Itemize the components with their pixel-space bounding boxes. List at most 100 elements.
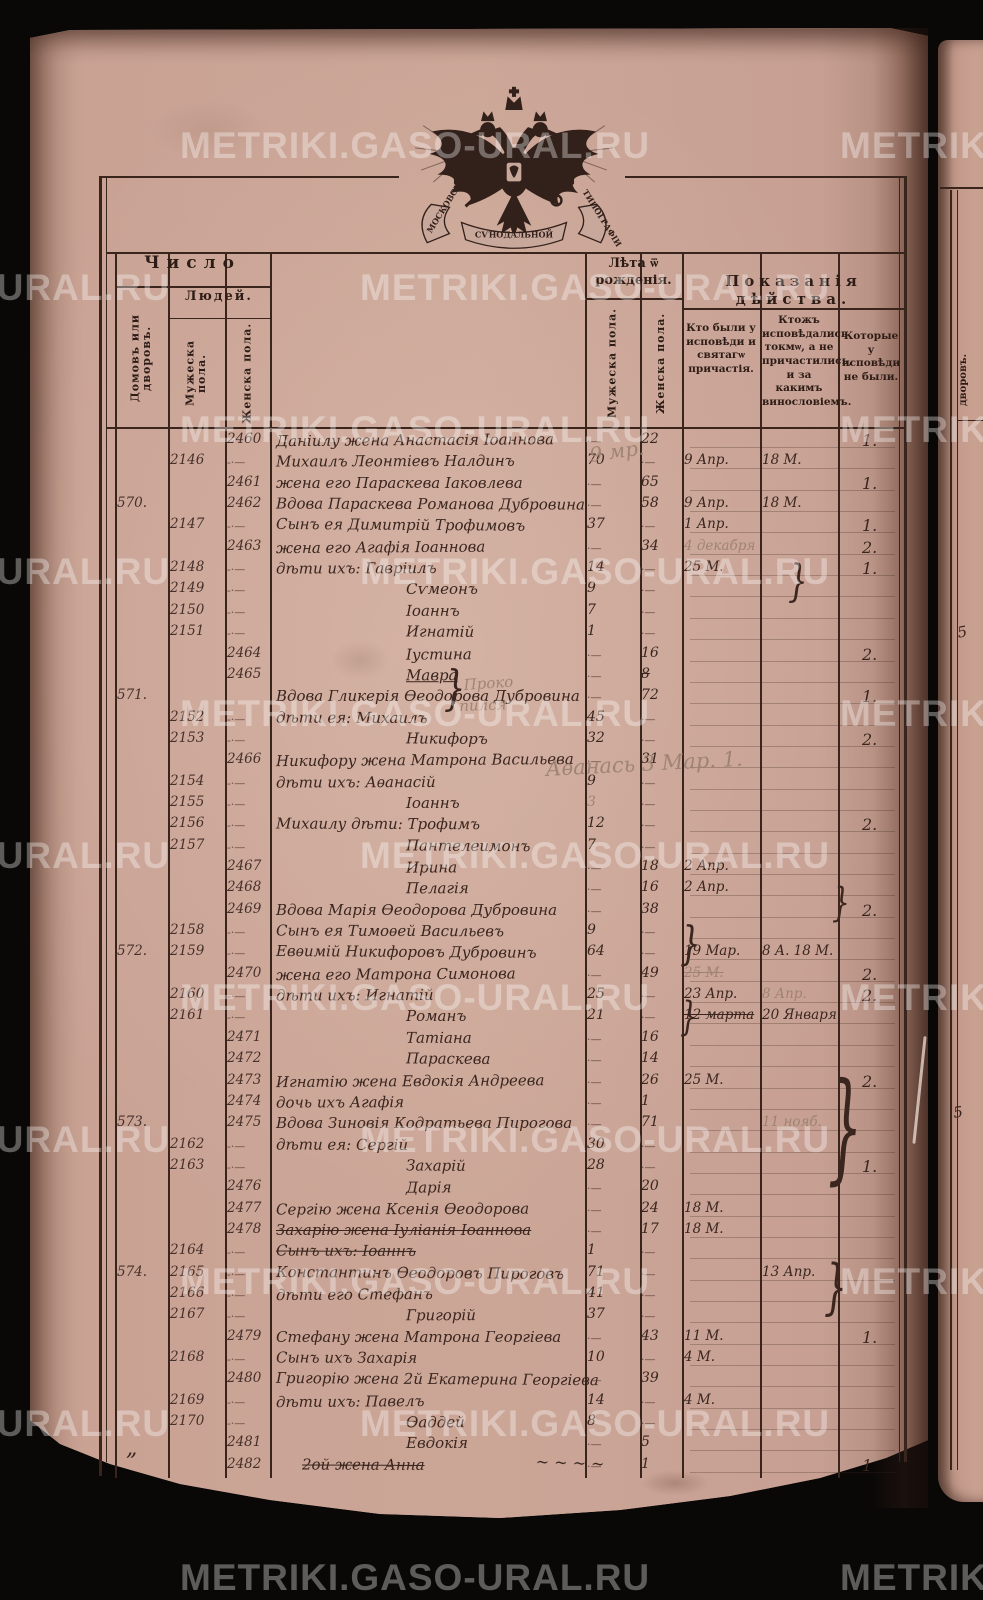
cell-name: Евдокія <box>406 1434 468 1453</box>
cell-fa: 5 <box>641 1434 650 1451</box>
cell-f: 2464 <box>227 644 262 661</box>
archive-watermark: METRIKI.GASO-URAL.RU <box>0 1403 171 1444</box>
cell-ma: 7 <box>587 601 596 618</box>
cell-f: 2468 <box>227 879 262 896</box>
cell-n3: 1 <box>862 1455 873 1475</box>
note-rule <box>690 1172 895 1174</box>
cell-n3: 2. <box>862 815 878 835</box>
cell-n3: 2. <box>862 644 878 664</box>
table-line <box>904 176 907 1462</box>
cell-f: -·— <box>227 605 246 619</box>
cell-f: -·— <box>227 1246 246 1260</box>
cell-name: Сѵмеонъ <box>406 580 478 599</box>
cell-name: Іоаннъ <box>406 793 460 812</box>
cell-f: 2465 <box>227 665 262 682</box>
cell-ma: ·— <box>587 499 602 513</box>
cell-ma: ·— <box>587 968 602 982</box>
cell-m: 2163 <box>170 1156 205 1173</box>
cell-m: 2149 <box>170 580 205 597</box>
cell-m: 2156 <box>170 815 205 832</box>
cell-ma: ·— <box>587 755 602 769</box>
header-chislo: Число <box>144 253 241 273</box>
note-rule <box>690 1343 895 1345</box>
cell-name: Вдова Марія Ѳеодорова Дубровина <box>276 900 558 919</box>
cell-m: 2168 <box>170 1349 205 1366</box>
header-leta: Лѣта ѿ рожденія. <box>595 256 672 288</box>
cell-fa: 1 <box>641 1092 650 1109</box>
cell-n1: 2 Апр. <box>684 879 729 896</box>
ink-annotation: } <box>832 880 850 926</box>
cell-fa: 39 <box>641 1370 659 1387</box>
cell-m: 2159 <box>170 943 205 960</box>
archive-watermark: METRIKI.GASO-URAL.RU <box>180 693 651 734</box>
archive-watermark: METRIKI.GASO-URAL.RU <box>180 977 651 1018</box>
cell-fa: ·— <box>641 819 656 833</box>
archive-watermark: METRIKI.GASO-URAL.RU <box>0 551 171 592</box>
note-rule <box>690 1023 895 1025</box>
cell-ma: ·— <box>587 1203 602 1217</box>
archive-watermark: METRIKI.GASO-URAL.RU <box>0 835 171 876</box>
note-rule <box>690 532 895 534</box>
cell-name: Вдова Зиновія Кодратьева Пирогова <box>276 1114 573 1133</box>
cell-m: 2150 <box>170 601 205 618</box>
cell-ma: 28 <box>587 1156 605 1173</box>
cell-ma: ·— <box>587 669 602 683</box>
cell-fa: ·— <box>641 1139 656 1153</box>
cell-f: 2482 <box>227 1455 262 1472</box>
cell-n1: 25 М. <box>684 964 724 981</box>
cell-fa: ·— <box>641 456 656 470</box>
cell-f: 2470 <box>227 964 262 981</box>
cell-ma: 1 <box>587 623 596 640</box>
cell-fa: ·— <box>641 627 656 641</box>
note-rule <box>690 596 895 598</box>
page-crease <box>872 28 928 1508</box>
cell-fa: 22 <box>641 431 659 447</box>
cell-n3: 2. <box>862 1071 878 1091</box>
note-rule <box>690 703 895 705</box>
cell-name: Захарію жена Іуліанія Іоаннова <box>276 1220 532 1239</box>
cell-fa: 8 <box>641 665 650 682</box>
table-line <box>115 286 270 288</box>
cell-f: -·— <box>227 520 246 534</box>
table-line <box>99 176 102 1476</box>
cell-ma: ·— <box>587 648 602 662</box>
note-rule <box>690 1301 895 1302</box>
cell-fa: ·— <box>641 712 656 726</box>
cell-f: 2467 <box>227 858 262 874</box>
cell-fa: 34 <box>641 537 659 554</box>
cell-fa: ·— <box>641 1353 656 1367</box>
header-confessed-only: Ктожъ исповѣдались токмѡ, а не причастил… <box>762 314 853 408</box>
cell-name: жена его Параскева Іаковлева <box>276 473 523 492</box>
cell-n1: 11 М. <box>684 1327 724 1344</box>
table-line <box>838 252 840 1478</box>
note-rule <box>690 916 895 918</box>
cell-name: Стефану жена Матрона Георгіева <box>276 1327 562 1346</box>
cell-ma: 12 <box>587 815 605 832</box>
ink-annotation: „ <box>126 1436 138 1461</box>
note-rule <box>690 681 895 683</box>
note-rule <box>690 980 895 982</box>
cell-ma: 9 <box>587 772 596 789</box>
archive-watermark: METRIKI.GASO-URAL.RU <box>180 1261 651 1302</box>
cell-n1: 23 Апр. <box>684 986 738 1003</box>
cell-f: -·— <box>227 990 246 1004</box>
cell-f: 2476 <box>227 1178 262 1195</box>
cell-f: 2460 <box>227 431 262 447</box>
table-line <box>585 298 682 300</box>
cell-ma: 30 <box>587 1135 605 1152</box>
cell-n3: 2. <box>862 986 878 1006</box>
cell-ma: 70 <box>587 452 605 469</box>
cell-n1: 25 М. <box>684 1071 724 1088</box>
cell-f: 2471 <box>227 1028 262 1045</box>
cell-fa: 43 <box>641 1327 659 1344</box>
cell-fa: ·— <box>641 776 656 790</box>
cell-ma: 14 <box>587 559 605 576</box>
note-rule <box>690 788 895 790</box>
ink-annotation: } <box>444 660 466 716</box>
cell-f: -·— <box>227 1310 246 1324</box>
cell-f: -·— <box>227 584 246 598</box>
note-rule <box>690 1044 895 1046</box>
imperial-eagle-emblem: МОСКОВСКОЙ СѴНОДАЛЬНОЙ ТИПОГРАФІИ <box>415 86 624 249</box>
cell-fa: ·— <box>641 1160 656 1174</box>
